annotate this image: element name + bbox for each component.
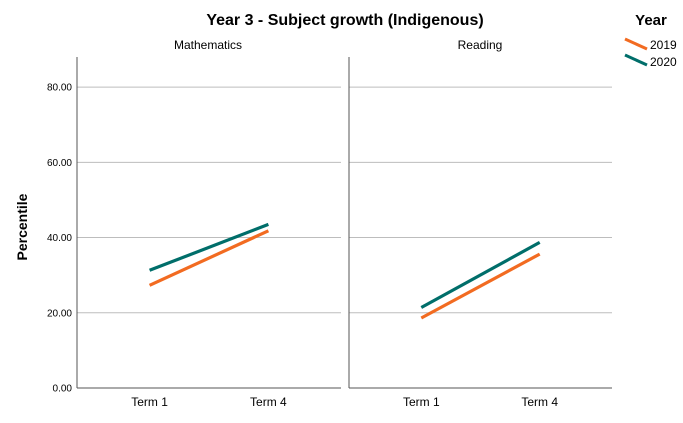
y-tick-label: 80.00 [47,83,72,94]
panel-title-mathematics: Mathematics [174,38,242,52]
series-line-reading-2020 [420,240,541,309]
chart-title: Year 3 - Subject growth (Indigenous) [206,12,483,29]
legend-swatch-2019 [624,37,648,51]
y-tick-label: 60.00 [47,158,72,169]
y-tick-label: 20.00 [47,308,72,319]
x-tick-labels: Term 1 Term 4 Term 1 Term 4 [131,395,558,409]
y-tick-labels: 0.00 20.00 40.00 60.00 80.00 [47,83,72,395]
y-axis-label: Percentile [14,193,30,260]
legend-label-2020: 2020 [650,55,677,69]
grid-lines [77,86,612,314]
legend-title: Year [635,12,667,29]
x-tick-label: Term 4 [250,395,287,409]
y-tick-label: 40.00 [47,233,72,244]
legend-swatch-2020 [624,53,648,67]
series-line-reading-2019 [420,252,541,320]
x-tick-label: Term 1 [131,395,168,409]
legend-label-2019: 2019 [650,38,677,52]
y-tick-label: 0.00 [53,384,73,395]
series-lines [148,222,541,320]
legend: Year 2019 2020 [624,12,677,69]
axes [76,57,612,389]
series-line-mathematics-2019 [148,229,270,287]
series-line-mathematics-2020 [149,222,269,272]
x-tick-label: Term 1 [403,395,440,409]
x-tick-label: Term 4 [521,395,558,409]
panel-title-reading: Reading [458,38,503,52]
